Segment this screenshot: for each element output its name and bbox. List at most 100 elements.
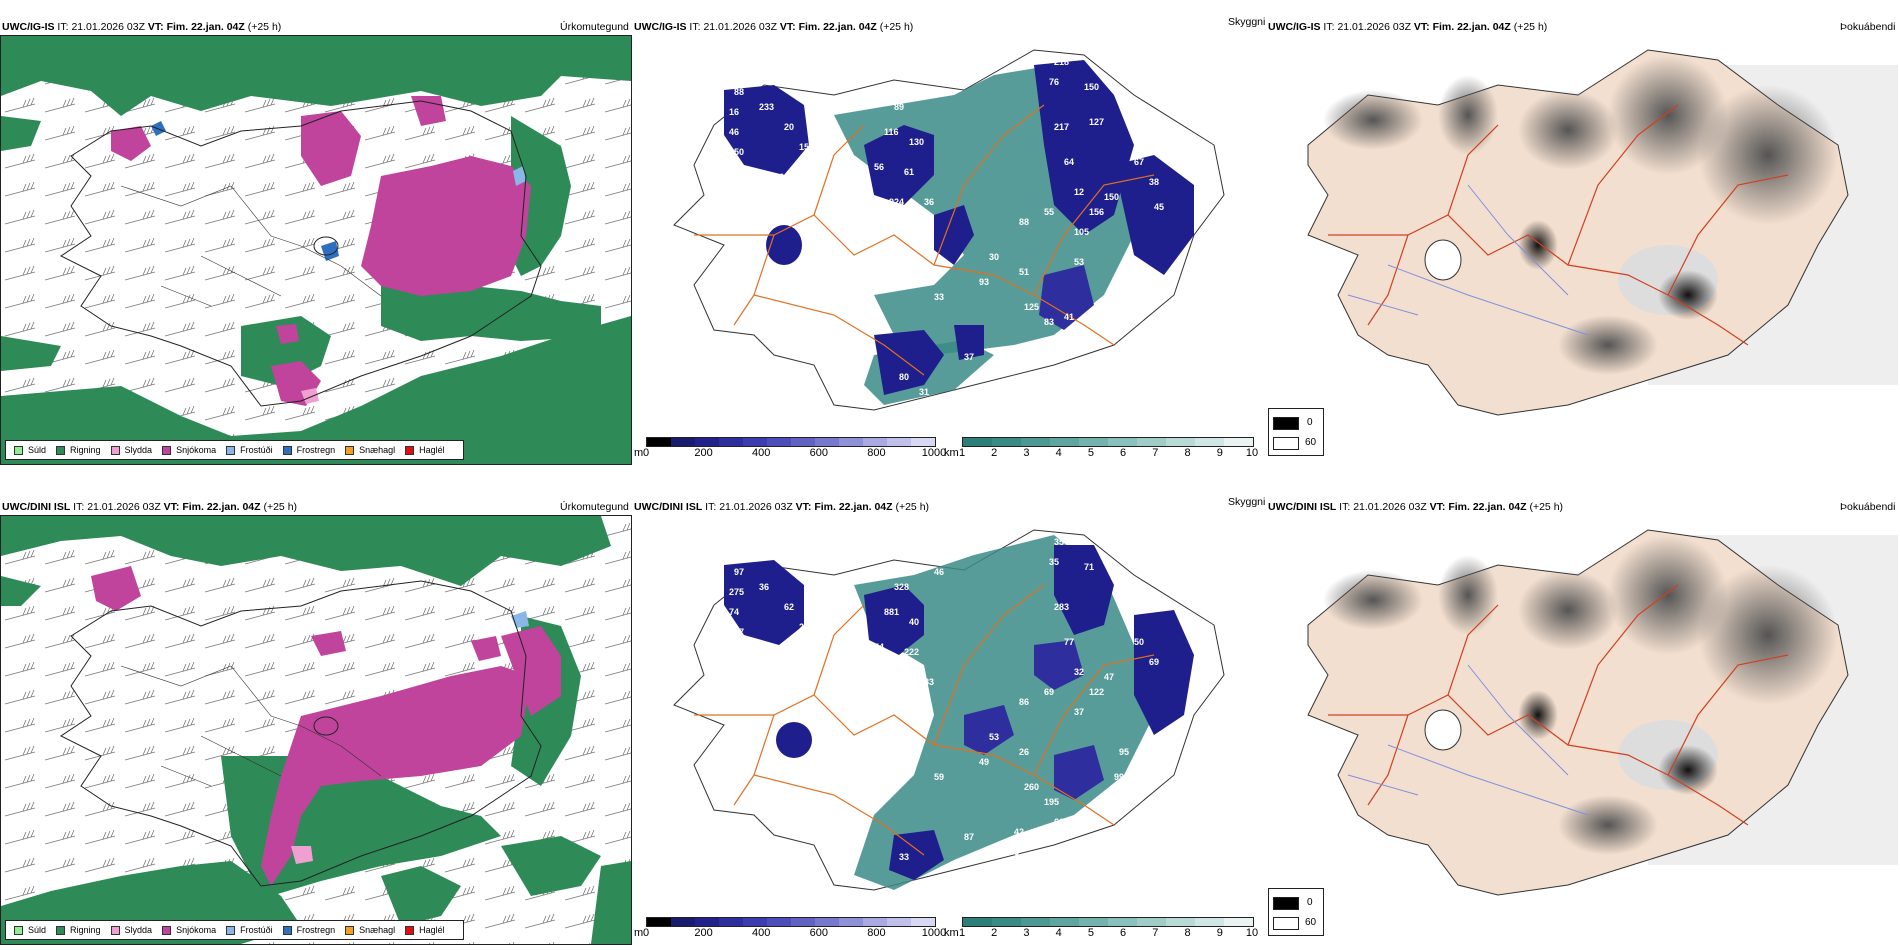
it-label: IT:	[73, 501, 85, 513]
cbar-swatch	[1079, 438, 1108, 446]
cbar-tick-label: 600	[809, 447, 828, 459]
cbar-height-swatches	[646, 917, 936, 927]
legend-item: Slydda	[110, 925, 152, 935]
cloud-number: 35	[1049, 557, 1059, 567]
cloud-number: 83	[924, 677, 934, 687]
cbar-tick-label: 5	[1087, 447, 1094, 459]
cloud-number: 205	[1004, 847, 1019, 857]
legend-label: Snjókoma	[176, 445, 217, 455]
cbar-height-ticks: 0 200 400 600 800 1000	[643, 447, 946, 461]
legend-label: Snjókoma	[176, 925, 217, 935]
legend-swatch	[14, 445, 23, 455]
cbar-tick-label: 1	[958, 447, 966, 459]
legend-item: Súld	[14, 445, 46, 455]
fog-map-svg	[1307, 529, 1898, 896]
legend-item: Snjókoma	[162, 925, 216, 935]
cbar-swatch	[863, 438, 887, 446]
legend-swatch	[226, 925, 236, 935]
it-label: IT:	[705, 501, 717, 513]
cloud-number: 125	[1024, 302, 1039, 312]
fog-label-60: 60	[1305, 917, 1317, 928]
cloud-number: 37	[964, 352, 974, 362]
legend-swatch	[405, 925, 415, 935]
cloud-number: 122	[1089, 687, 1104, 697]
cloud-number: 59	[934, 772, 944, 782]
cloud-number: 67	[1134, 157, 1144, 167]
cloud-number: 61	[904, 167, 914, 177]
legend-label: Súld	[28, 925, 47, 935]
legend-label: Snæhagl	[359, 445, 396, 455]
cbar-swatch	[1137, 918, 1166, 926]
fog-map	[1268, 515, 1898, 905]
cbar-tick-label: 10	[1245, 927, 1259, 939]
cbar-tick-label: 7	[1152, 447, 1159, 459]
legend-item: Snæhagl	[345, 445, 395, 455]
cbar-distance-unit: km	[944, 447, 959, 459]
it-value: 21.01.2026 03Z	[719, 501, 793, 513]
cbar-swatch	[719, 438, 743, 446]
cbar-tick-label: 3	[1023, 447, 1030, 459]
cbar-tick-label: 200	[694, 447, 713, 459]
legend-swatch	[110, 925, 120, 935]
cloud-number: 36	[759, 582, 769, 592]
cbar-distance: km 1 2 3 4 5 6 7 8 9 10	[944, 437, 1264, 465]
cloud-number: 16	[729, 107, 739, 117]
fog-title: Þokuábendi	[1840, 21, 1896, 33]
precip-map-svg	[1, 516, 631, 944]
cbar-swatch	[911, 918, 935, 926]
cloud-number: 88	[734, 87, 744, 97]
cloud-number: 42	[1014, 827, 1024, 837]
cbar-tick-label: 5	[1087, 927, 1094, 939]
legend-item: Frostregn	[282, 925, 335, 935]
cloud-number: 77	[1064, 637, 1074, 647]
cloud-number: 130	[909, 137, 924, 147]
cbar-swatch	[1108, 438, 1137, 446]
cloud-number: 150	[1084, 82, 1099, 92]
cloud-number: 33	[934, 292, 944, 302]
cloud-number: 31	[919, 387, 929, 397]
cloud-number: 61	[1119, 267, 1129, 277]
it-label: IT:	[1339, 501, 1351, 513]
cbar-swatch	[963, 918, 992, 926]
legend-label: Rigning	[70, 445, 101, 455]
vt-value: Fim. 22.jan. 04Z	[1432, 21, 1511, 33]
cbar-swatch	[1021, 918, 1050, 926]
vt-label: VT:	[779, 21, 796, 33]
cloud-number: 35	[1054, 537, 1064, 547]
cbar-swatch	[1224, 918, 1253, 926]
cloud-number: 260	[1024, 782, 1039, 792]
lead-time: (+25 h)	[879, 21, 914, 33]
cloud-number: 275	[729, 587, 744, 597]
cloud-number: 63	[779, 172, 789, 182]
fog-label-60: 60	[1305, 437, 1317, 448]
cbar-swatch	[839, 918, 863, 926]
it-label: IT:	[57, 21, 69, 33]
vt-label: VT:	[795, 501, 812, 513]
lead-time: (+25 h)	[1529, 501, 1564, 513]
vt-value: Fim. 22.jan. 04Z	[1448, 501, 1527, 513]
legend-swatch	[162, 445, 172, 455]
fog-label-0: 0	[1307, 417, 1313, 428]
cbar-swatch	[791, 438, 815, 446]
model-name: UWC/IG-IS	[1268, 21, 1321, 33]
cloud-number: 105	[1074, 227, 1089, 237]
cloud-number: 62	[784, 602, 794, 612]
cbar-swatch	[743, 918, 767, 926]
cloud-header: UWC/IG-IS IT: 21.01.2026 03Z VT: Fim. 22…	[634, 21, 913, 34]
cloud-map-svg: 88 63 36 64 55 61 59 80 20 130 150 12 93 125 86 16 89 80 6…	[673, 49, 1225, 417]
cloud-number: 30	[989, 252, 999, 262]
cloud-number-labels: 88 63 36 64 55 61 59 80 20 130 150 12 93 125 86 16 89 80 6…	[729, 57, 1184, 417]
cbar-swatch	[1224, 438, 1253, 446]
legend-swatch	[405, 445, 415, 455]
vt-label: VT:	[1413, 21, 1430, 33]
it-value: 21.01.2026 03Z	[703, 21, 777, 33]
cloud-number: 53	[1074, 257, 1084, 267]
cbar-height-ticks: 0 200 400 600 800 1000	[643, 927, 946, 941]
vt-label: VT:	[147, 21, 164, 33]
vt-value: Fim. 22.jan. 04Z	[182, 501, 261, 513]
cbar-swatch	[815, 918, 839, 926]
cloud-number: 328	[894, 582, 909, 592]
cloud-number: 77	[734, 627, 744, 637]
cbar-distance: km 1 2 3 4 5 6 7 8 9 10	[944, 917, 1264, 945]
legend-swatch	[110, 445, 120, 455]
